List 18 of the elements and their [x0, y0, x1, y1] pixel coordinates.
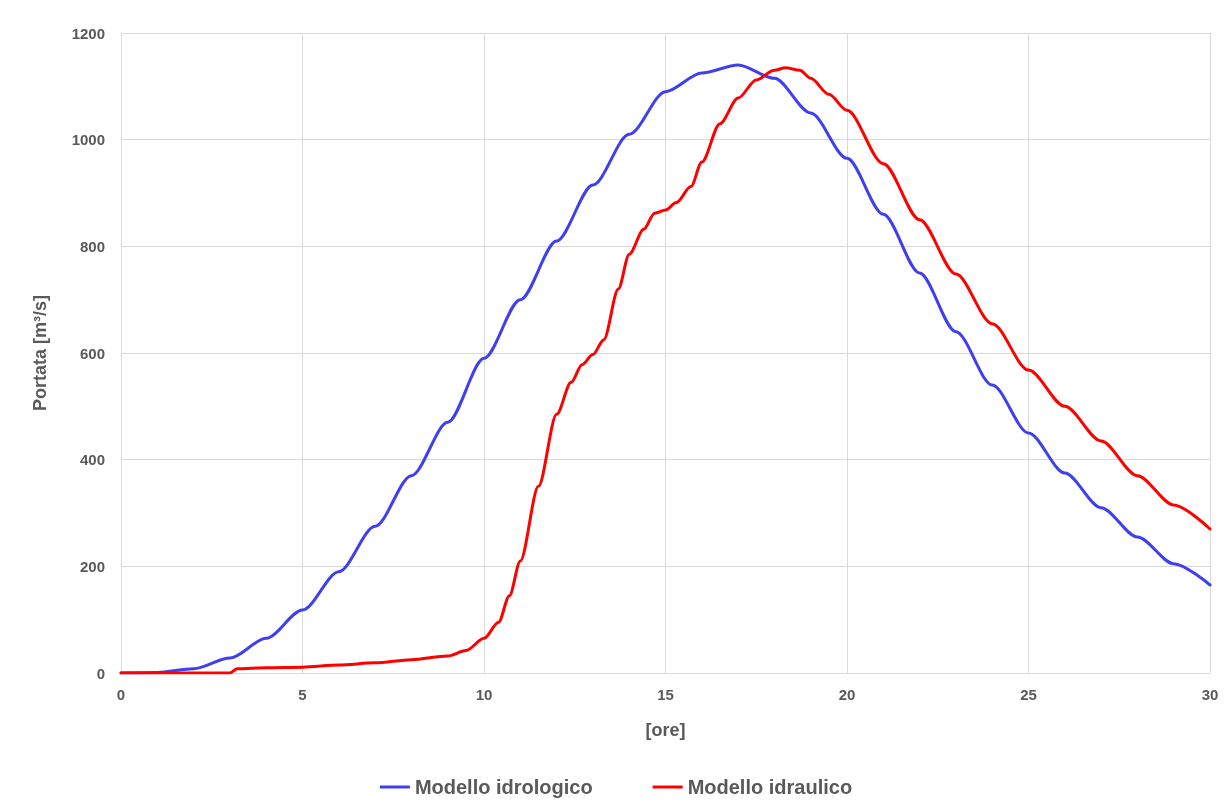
- x-tick-label: 0: [116, 686, 126, 703]
- legend-label: Modello idraulico: [687, 776, 853, 798]
- y-tick-label: 800: [79, 237, 105, 255]
- x-tick-label: 15: [657, 686, 674, 703]
- y-tick-label: 200: [79, 557, 105, 575]
- x-tick-label: 10: [475, 686, 493, 703]
- x-tick-label: 25: [1020, 686, 1037, 703]
- x-axis-title: [ore]: [645, 720, 686, 740]
- y-tick-label: 1000: [71, 131, 105, 149]
- x-tick-label: 30: [1201, 686, 1219, 703]
- x-tick-label: 20: [838, 686, 856, 703]
- y-axis-title: Portata [m³/s]: [30, 294, 50, 412]
- y-tick-label: 600: [79, 344, 105, 362]
- legend-label: Modello idrologico: [414, 776, 593, 798]
- y-tick-label: 0: [96, 664, 105, 682]
- x-tick-label: 5: [298, 686, 307, 703]
- y-tick-label: 400: [79, 451, 105, 469]
- y-tick-label: 1200: [71, 24, 105, 42]
